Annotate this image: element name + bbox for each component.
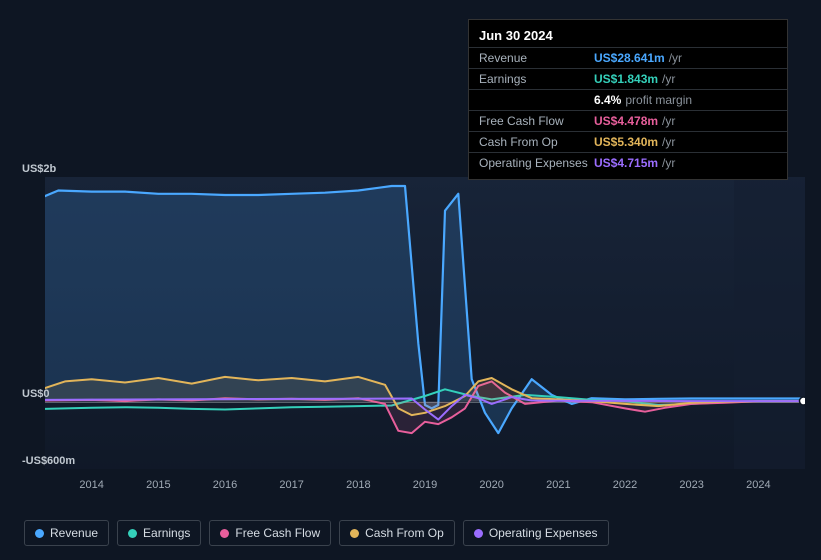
chart-tooltip: Jun 30 2024 RevenueUS$28.641m/yrEarnings… [468,19,788,180]
x-tick-label: 2022 [613,479,637,491]
tooltip-row-label: Free Cash Flow [479,114,594,128]
y-tick-label: -US$600m [22,455,75,467]
tooltip-row-suffix: /yr [669,51,682,65]
legend-label: Earnings [143,526,190,540]
tooltip-row-label: Operating Expenses [479,156,594,170]
x-tick-label: 2019 [413,479,437,491]
chart-future-region [734,177,805,469]
x-tick-label: 2018 [346,479,370,491]
tooltip-row-label: Revenue [479,51,594,65]
tooltip-row-suffix: /yr [662,156,675,170]
tooltip-row-suffix: /yr [662,114,675,128]
legend-item-earnings[interactable]: Earnings [117,520,201,546]
tooltip-row-suffix: profit margin [625,93,692,107]
legend-item-revenue[interactable]: Revenue [24,520,109,546]
tooltip-row-suffix: /yr [662,135,675,149]
legend-label: Free Cash Flow [235,526,320,540]
x-tick-label: 2015 [146,479,170,491]
legend-item-operating-expenses[interactable]: Operating Expenses [463,520,609,546]
tooltip-row-value: US$4.478m [594,114,658,128]
tooltip-row: EarningsUS$1.843m/yr [469,68,787,89]
x-tick-label: 2017 [279,479,303,491]
tooltip-row: Free Cash FlowUS$4.478m/yr [469,110,787,131]
tooltip-row: 6.4% profit margin [469,89,787,110]
chart-legend: Revenue Earnings Free Cash Flow Cash From O… [24,520,609,546]
chart-zero-line [45,402,805,403]
tooltip-row: RevenueUS$28.641m/yr [469,47,787,68]
tooltip-row-label: Cash From Op [479,135,594,149]
x-tick-label: 2021 [546,479,570,491]
legend-label: Revenue [50,526,98,540]
y-tick-label: US$0 [22,388,50,400]
tooltip-row-suffix: /yr [662,72,675,86]
tooltip-row-label: Earnings [479,72,594,86]
tooltip-row: Operating ExpensesUS$4.715m/yr [469,152,787,173]
chart-plot-area[interactable] [45,177,805,469]
x-tick-label: 2020 [479,479,503,491]
tooltip-date: Jun 30 2024 [469,26,787,47]
x-tick-label: 2023 [679,479,703,491]
tooltip-row-value: US$28.641m [594,51,665,65]
legend-swatch [35,529,44,538]
legend-label: Operating Expenses [489,526,598,540]
tooltip-row-value: US$4.715m [594,156,658,170]
tooltip-row-value: 6.4% [594,93,621,107]
tooltip-row-value: US$1.843m [594,72,658,86]
x-tick-label: 2016 [213,479,237,491]
legend-swatch [128,529,137,538]
tooltip-row: Cash From OpUS$5.340m/yr [469,131,787,152]
legend-label: Cash From Op [365,526,444,540]
legend-item-free-cash-flow[interactable]: Free Cash Flow [209,520,331,546]
legend-swatch [220,529,229,538]
x-tick-label: 2014 [79,479,103,491]
legend-item-cash-from-op[interactable]: Cash From Op [339,520,455,546]
legend-swatch [474,529,483,538]
y-tick-label: US$2b [22,163,56,175]
x-tick-label: 2024 [746,479,770,491]
legend-swatch [350,529,359,538]
tooltip-row-value: US$5.340m [594,135,658,149]
